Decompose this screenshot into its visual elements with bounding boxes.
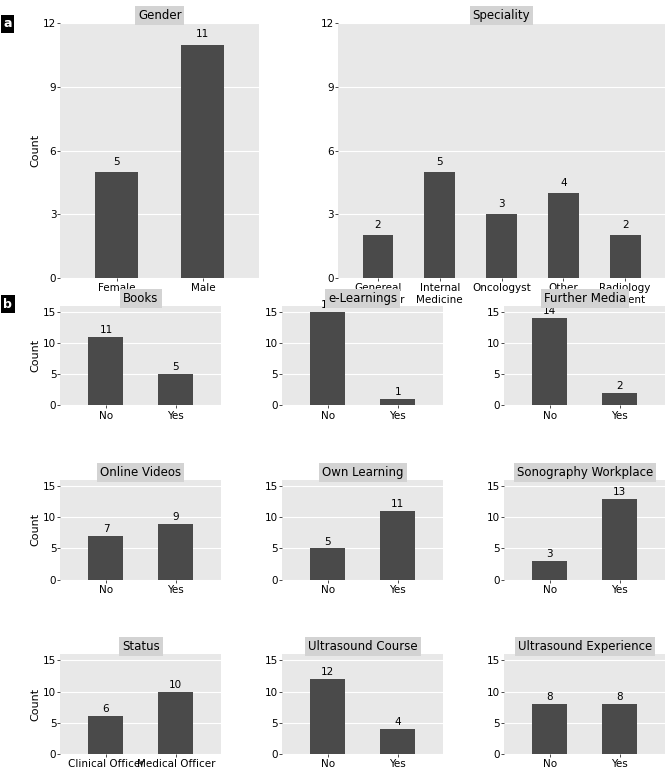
Y-axis label: Count: Count bbox=[30, 134, 40, 167]
Bar bbox=[89, 337, 124, 406]
Bar bbox=[159, 524, 194, 580]
Title: Own Learning: Own Learning bbox=[322, 466, 404, 479]
Bar bbox=[362, 235, 393, 278]
Text: 14: 14 bbox=[543, 306, 556, 316]
Bar bbox=[159, 692, 194, 754]
Title: Online Videos: Online Videos bbox=[100, 466, 181, 479]
Bar bbox=[602, 499, 637, 580]
Text: 10: 10 bbox=[169, 680, 182, 689]
Bar bbox=[310, 549, 345, 580]
Bar bbox=[532, 319, 567, 406]
Title: Sonography Workplace: Sonography Workplace bbox=[517, 466, 653, 479]
Text: 2: 2 bbox=[375, 221, 381, 230]
Y-axis label: Count: Count bbox=[30, 688, 40, 720]
Text: 1: 1 bbox=[394, 387, 401, 397]
Text: 8: 8 bbox=[616, 692, 623, 702]
Text: 11: 11 bbox=[99, 325, 113, 335]
Bar bbox=[89, 716, 124, 754]
Text: 5: 5 bbox=[114, 157, 120, 167]
Bar bbox=[532, 704, 567, 754]
Text: 5: 5 bbox=[173, 362, 179, 372]
Text: 11: 11 bbox=[391, 499, 405, 509]
Bar bbox=[602, 704, 637, 754]
Text: 4: 4 bbox=[560, 178, 566, 188]
Title: Ultrasound Experience: Ultrasound Experience bbox=[517, 640, 652, 653]
Text: 2: 2 bbox=[616, 381, 623, 391]
Text: 3: 3 bbox=[546, 549, 553, 559]
Text: 2: 2 bbox=[622, 221, 628, 230]
Text: 3: 3 bbox=[498, 199, 505, 209]
Text: 7: 7 bbox=[103, 524, 110, 534]
Y-axis label: Count: Count bbox=[30, 340, 40, 372]
Text: 8: 8 bbox=[546, 692, 553, 702]
Title: e-Learnings: e-Learnings bbox=[329, 292, 397, 305]
Bar bbox=[159, 375, 194, 406]
Bar bbox=[310, 679, 345, 754]
Title: Books: Books bbox=[123, 292, 159, 305]
Bar bbox=[380, 729, 415, 754]
Bar bbox=[380, 511, 415, 580]
Text: 13: 13 bbox=[613, 486, 626, 497]
Title: Gender: Gender bbox=[138, 9, 181, 22]
Bar bbox=[181, 44, 224, 278]
Bar bbox=[610, 235, 640, 278]
Bar bbox=[486, 214, 517, 278]
Text: 5: 5 bbox=[436, 157, 443, 167]
Bar bbox=[548, 193, 579, 278]
Bar bbox=[89, 536, 124, 580]
Text: 6: 6 bbox=[103, 705, 110, 714]
Bar bbox=[380, 399, 415, 406]
Bar bbox=[602, 393, 637, 406]
Title: Ultrasound Course: Ultrasound Course bbox=[308, 640, 418, 653]
Bar bbox=[532, 561, 567, 580]
Text: 5: 5 bbox=[325, 536, 331, 546]
Text: a: a bbox=[3, 17, 12, 30]
Text: 12: 12 bbox=[321, 667, 335, 677]
Text: 4: 4 bbox=[394, 717, 401, 726]
Bar bbox=[310, 312, 345, 406]
Y-axis label: Count: Count bbox=[30, 514, 40, 546]
Text: 15: 15 bbox=[321, 300, 335, 310]
Bar bbox=[424, 172, 455, 278]
Title: Speciality: Speciality bbox=[472, 9, 530, 22]
Title: Further Media: Further Media bbox=[544, 292, 626, 305]
Title: Status: Status bbox=[122, 640, 160, 653]
Text: 9: 9 bbox=[173, 511, 179, 521]
Text: b: b bbox=[3, 298, 12, 311]
Bar bbox=[95, 172, 138, 278]
Text: 11: 11 bbox=[196, 30, 210, 40]
